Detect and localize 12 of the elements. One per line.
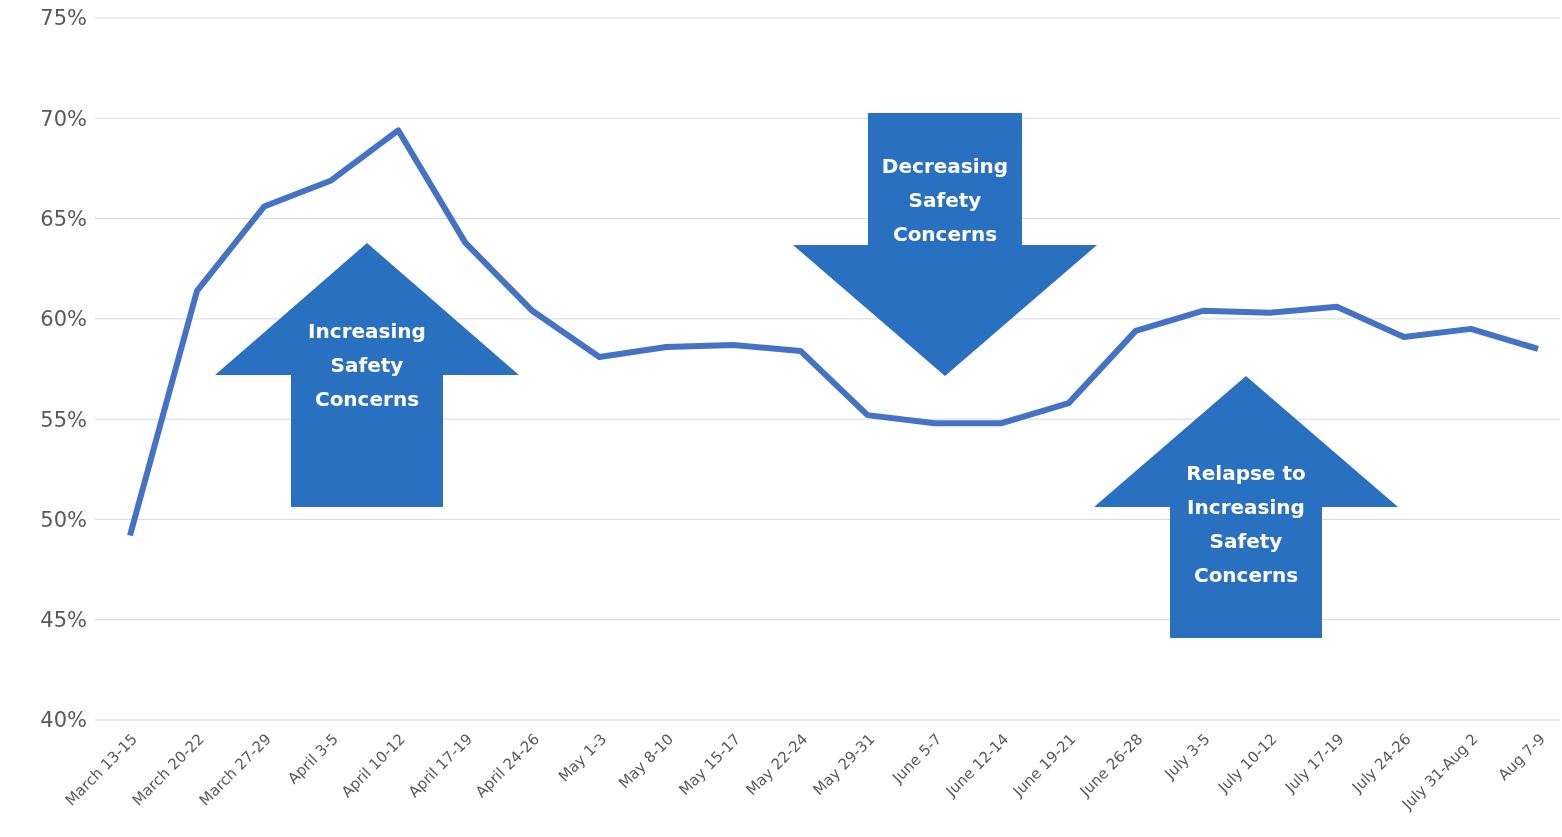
y-tick-label: 55%	[40, 407, 87, 432]
y-tick-label: 75%	[40, 6, 87, 31]
annotation: Increasing Safety Concerns	[307, 318, 427, 413]
annotation: Decreasing Safety Concerns	[880, 153, 1010, 248]
y-tick-label: 40%	[40, 708, 87, 733]
y-tick-label: 50%	[40, 507, 87, 532]
x-tick-label: Aug 7-9	[1494, 730, 1549, 785]
annotation: Relapse to Increasing Safety Concerns	[1185, 460, 1307, 589]
y-tick-label: 45%	[40, 608, 87, 633]
y-tick-label: 70%	[40, 106, 87, 131]
y-tick-label: 65%	[40, 207, 87, 232]
y-tick-label: 60%	[40, 307, 87, 332]
